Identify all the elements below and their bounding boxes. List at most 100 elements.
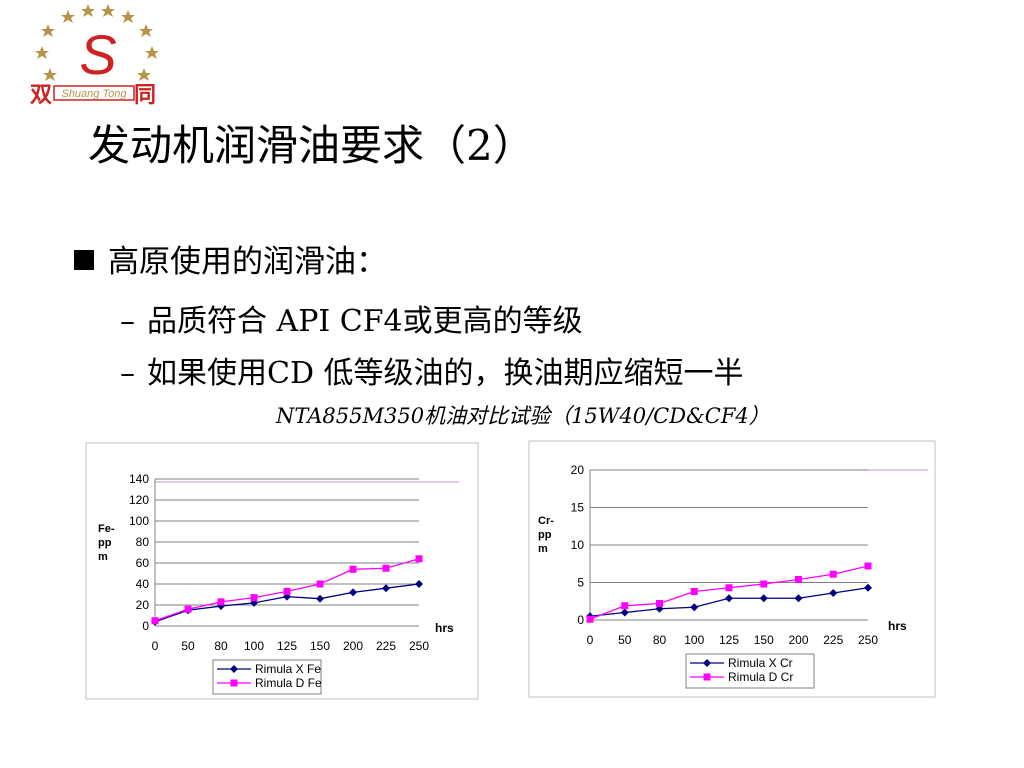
y-tick-label: 10 (571, 538, 585, 552)
data-point-diamond (864, 583, 872, 592)
x-tick-label: 150 (754, 633, 774, 647)
y-axis-title-line: Fe- (98, 523, 115, 535)
legend-box (212, 659, 322, 695)
x-tick-label: 50 (618, 633, 632, 647)
legend-label: Rimula D Cr (728, 670, 793, 684)
data-point-diamond (415, 580, 423, 588)
data-point-square (316, 580, 324, 588)
data-point-diamond (690, 603, 699, 612)
dash-2: – (120, 356, 135, 391)
sub-item-1: – 品质符合 API CF4或更高的等级 (120, 296, 583, 340)
data-point-square (217, 598, 225, 606)
x-tick-label: 100 (684, 633, 704, 647)
x-tick-label: 50 (181, 639, 195, 653)
y-axis-title-line: Cr- (538, 515, 554, 527)
x-tick-label: 80 (653, 633, 667, 647)
data-point-diamond (794, 594, 803, 603)
data-point-square (760, 580, 768, 588)
y-axis-title-line: m (538, 543, 548, 555)
data-point-square (283, 587, 291, 595)
y-tick-label: 20 (571, 463, 585, 477)
y-axis-title: Cr-pp m (538, 515, 554, 555)
data-point-square (864, 562, 872, 570)
y-tick-label: 40 (136, 577, 150, 591)
x-tick-label: 150 (310, 639, 330, 653)
data-point-diamond (759, 594, 768, 603)
sub-item-text-2: 如果使用CD 低等级油的，换油期应缩短一半 (147, 356, 744, 391)
bullet-item: 高原使用的润滑油： (74, 236, 387, 281)
data-point-square (415, 555, 423, 563)
x-tick-label: 225 (823, 633, 843, 647)
x-axis-title: hrs (888, 619, 907, 633)
x-tick-label: 0 (587, 633, 594, 647)
legend-marker-square (703, 673, 711, 681)
data-point-diamond (217, 602, 225, 611)
data-point-diamond (316, 594, 324, 603)
data-point-square (829, 570, 837, 578)
slide-title: 发动机润滑油要求（2） (88, 121, 535, 170)
data-point-square (690, 588, 698, 595)
bullet-text: 高原使用的润滑油： (108, 244, 387, 280)
data-point-square (621, 602, 629, 610)
y-tick-label: 20 (136, 598, 150, 612)
x-tick-label: 200 (343, 639, 363, 653)
data-point-square (586, 615, 594, 623)
square-bullet-icon (74, 250, 94, 270)
data-point-square (795, 576, 802, 583)
logo-right-char: 同 (134, 82, 156, 106)
logo-monogram: S (79, 23, 116, 86)
legend-marker-diamond (703, 659, 711, 667)
x-tick-label: 0 (152, 639, 159, 653)
data-point-square (250, 594, 258, 602)
x-tick-label: 100 (244, 639, 264, 653)
data-point-diamond (725, 594, 733, 603)
sub-item-2: – 如果使用CD 低等级油的，换油期应缩短一半 (120, 348, 744, 392)
data-point-square (184, 605, 192, 613)
y-tick-label: 140 (129, 472, 149, 486)
y-tick-label: 120 (129, 493, 149, 507)
dash-1: – (120, 304, 135, 339)
data-point-square (725, 584, 733, 592)
x-tick-label: 125 (719, 633, 739, 647)
logo-script-text: Shuang Tong (61, 88, 127, 100)
y-tick-label: 60 (136, 556, 150, 570)
y-axis-title-line: m (98, 551, 108, 563)
y-tick-label: 15 (571, 501, 585, 515)
x-tick-label: 125 (277, 639, 297, 653)
data-point-diamond (620, 608, 629, 617)
sub-item-text-1: 品质符合 API CF4或更高的等级 (147, 304, 583, 339)
x-tick-label: 250 (858, 633, 878, 647)
y-axis-title: Fe-pp m (98, 523, 115, 563)
y-tick-label: 0 (142, 619, 149, 633)
x-tick-label: 80 (214, 639, 228, 653)
company-logo: S 双 Shuang Tong 同 (30, 4, 158, 106)
logo-left-char: 双 (30, 82, 52, 106)
data-point-square (382, 564, 390, 572)
data-point-square (349, 565, 357, 573)
data-point-square (151, 617, 159, 625)
chart-frame (85, 442, 479, 700)
x-axis-title: hrs (435, 621, 454, 635)
y-axis-title-line: pp (538, 529, 552, 541)
y-axis-title-line: pp (98, 537, 112, 549)
data-point-diamond (349, 588, 357, 597)
x-tick-label: 250 (409, 639, 429, 653)
legend-label: Rimula X Cr (728, 656, 793, 670)
x-tick-label: 225 (376, 639, 396, 653)
legend-label: Rimula X Fe (255, 662, 321, 676)
fe-chart: 0 20 40 60 80 100 120 140 0 50 80 100 125 150 200 225 25… (85, 442, 479, 700)
chart-caption: NTA855M350机油对比试验（15W40/CD&CF4） (276, 404, 770, 428)
data-point-square (656, 600, 663, 607)
data-point-diamond (382, 584, 390, 593)
y-tick-label: 100 (129, 514, 149, 528)
legend-marker-square (230, 679, 238, 687)
legend-marker-diamond (230, 665, 238, 673)
y-tick-label: 5 (577, 576, 584, 590)
data-point-diamond (829, 589, 838, 597)
logo-ring (35, 4, 158, 81)
x-tick-label: 200 (788, 633, 808, 647)
legend-label: Rimula D Fe (255, 676, 322, 690)
data-point-diamond (283, 592, 291, 601)
y-tick-label: 80 (136, 535, 150, 549)
